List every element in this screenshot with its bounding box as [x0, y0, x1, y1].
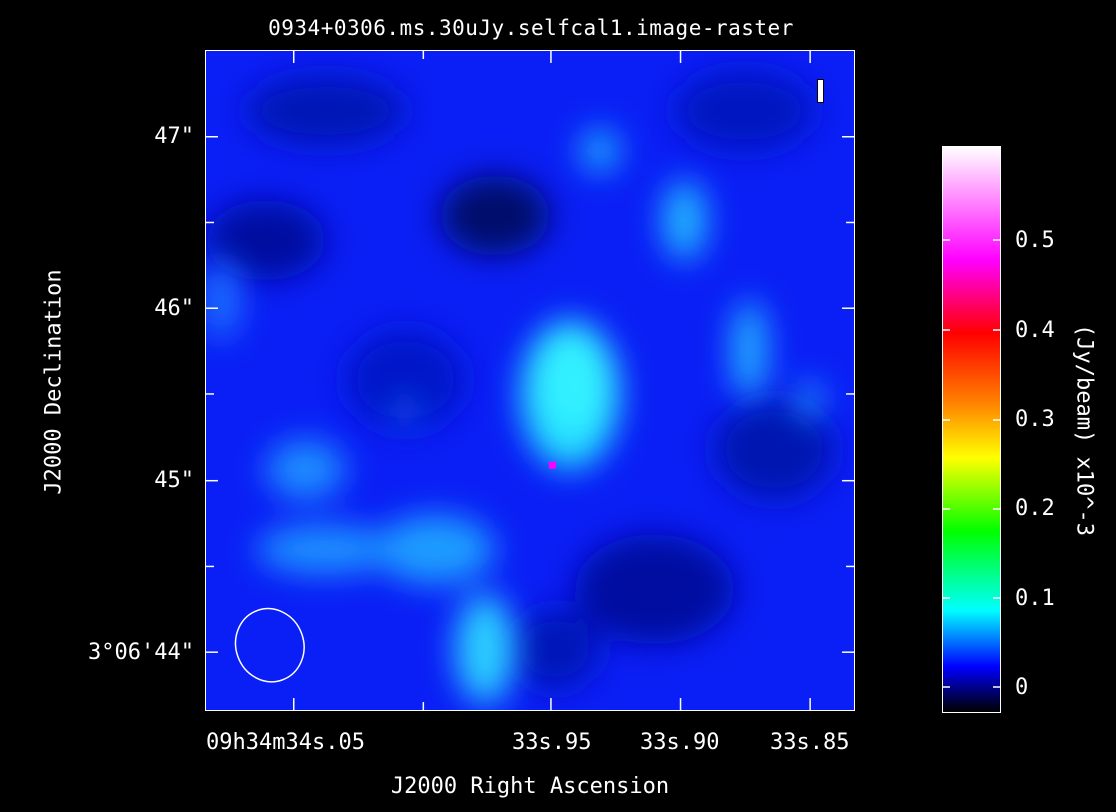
radio-image-raster — [206, 51, 854, 710]
colorbar-tick-label: 0.4 — [1015, 318, 1055, 343]
colorbar-ticks — [942, 239, 1001, 688]
colorbar-tick-label: 0.2 — [1015, 496, 1055, 521]
image-raster-panel[interactable] — [205, 50, 855, 711]
raster-dark-regions — [206, 70, 835, 690]
y-tick-label: 46" — [154, 296, 194, 321]
x-tick-label: 33s.90 — [640, 730, 720, 755]
y-tick-label: 3°06'44" — [88, 640, 194, 665]
beam-ellipse — [234, 607, 305, 683]
y-tick-label: 47" — [154, 124, 194, 149]
stokes-marker — [817, 79, 824, 103]
x-tick-label: 33s.85 — [770, 730, 850, 755]
colorbar-title: (Jy/beam) x10^-3 — [1071, 324, 1097, 536]
y-axis-title: J2000 Declination — [41, 269, 67, 495]
colorbar — [942, 146, 1001, 713]
y-tick-label: 45" — [154, 468, 194, 493]
peak-marker — [548, 461, 556, 469]
x-tick-label: 09h34m34s.05 — [206, 730, 365, 755]
x-tick-label: 33s.95 — [512, 730, 592, 755]
colorbar-tick-label: 0.5 — [1015, 228, 1055, 253]
axis-ticks — [206, 51, 854, 710]
colorbar-tick-label: 0.1 — [1015, 586, 1055, 611]
colorbar-tick-label: 0.3 — [1015, 407, 1055, 432]
colorbar-tick-label: 0 — [1015, 675, 1029, 700]
raster-bright-regions — [206, 128, 824, 705]
plot-title: 0934+0306.ms.30uJy.selfcal1.image-raster — [268, 16, 794, 40]
x-axis-title: J2000 Right Ascension — [390, 774, 670, 799]
